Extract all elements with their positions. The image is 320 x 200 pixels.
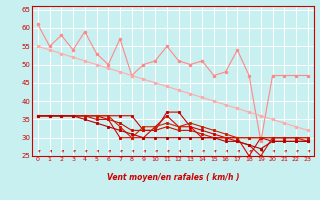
X-axis label: Vent moyen/en rafales ( km/h ): Vent moyen/en rafales ( km/h ) — [107, 173, 239, 182]
